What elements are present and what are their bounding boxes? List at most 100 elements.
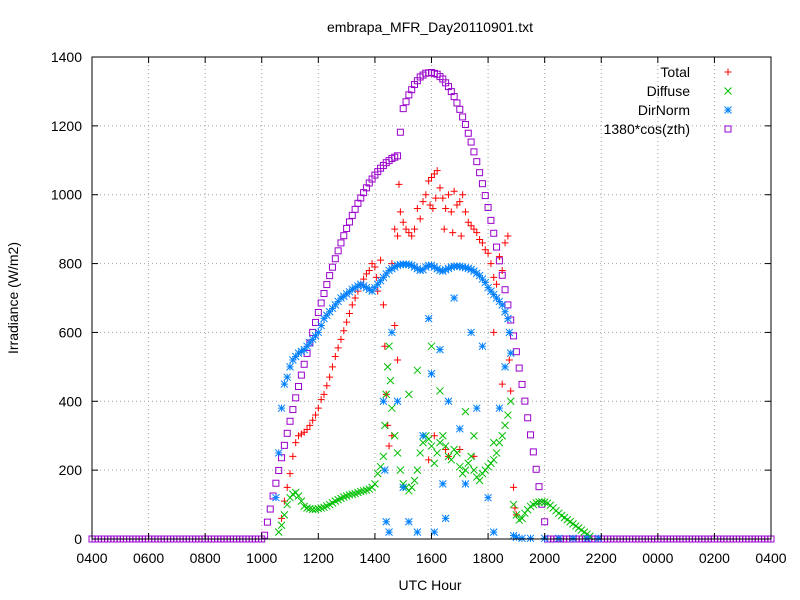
diffuse-point: [280, 511, 289, 519]
cos-zth-point: [278, 454, 286, 462]
total-point: [309, 416, 317, 424]
dirnorm-point: [450, 294, 458, 302]
total-point: [478, 239, 486, 247]
dirnorm-point: [405, 517, 413, 526]
dirnorm-point: [419, 431, 427, 440]
diffuse-point: [376, 462, 385, 471]
legend-marker: [724, 125, 732, 133]
y-tick-label: 0: [74, 531, 82, 547]
dirnorm-point: [365, 285, 374, 294]
dirnorm-point: [405, 260, 413, 269]
total-point: [385, 442, 393, 450]
dirnorm-point: [438, 480, 447, 488]
cos-zth-point: [351, 205, 359, 213]
cos-zth-point: [345, 218, 353, 226]
dirnorm-point: [436, 345, 444, 354]
total-point: [379, 301, 387, 309]
dirnorm-point: [348, 285, 357, 294]
dirnorm-point: [467, 265, 475, 274]
total-point: [442, 445, 450, 453]
cos-zth-point: [337, 239, 345, 247]
cos-zth-point: [529, 448, 537, 456]
diffuse-point: [489, 438, 498, 447]
diffuse-point: [464, 459, 473, 468]
dirnorm-point: [594, 534, 603, 543]
total-point: [501, 239, 509, 247]
cos-zth-point: [275, 466, 283, 474]
cos-zth-point: [272, 479, 280, 487]
diffuse-point: [424, 435, 433, 444]
dirnorm-point: [569, 534, 577, 543]
legend-label: Diffuse: [647, 83, 691, 99]
diffuse-point: [461, 466, 470, 474]
dirnorm-point: [413, 264, 422, 273]
dirnorm-point: [478, 342, 487, 351]
cos-zth-point: [263, 518, 271, 526]
dirnorm-point: [495, 404, 504, 413]
total-point: [399, 218, 407, 226]
dirnorm-point: [390, 263, 399, 271]
diffuse-point: [540, 498, 549, 507]
dirnorm-point: [484, 493, 492, 502]
dirnorm-point: [461, 263, 470, 272]
dirnorm-point: [421, 263, 430, 271]
x-tick-label: 0200: [699, 550, 730, 566]
total-point: [490, 328, 498, 336]
diffuse-point: [362, 486, 371, 494]
dirnorm-point: [314, 328, 323, 337]
total-point: [419, 198, 427, 206]
legend-label: Total: [660, 64, 690, 80]
diffuse-point: [385, 342, 393, 351]
dirnorm-point: [283, 373, 292, 382]
diffuse-point: [396, 466, 405, 474]
total-point: [331, 353, 339, 361]
diffuse-point: [416, 449, 425, 457]
diffuse-point: [294, 492, 303, 500]
total-point: [411, 225, 419, 233]
diffuse-point: [354, 488, 362, 497]
diffuse-point: [359, 486, 368, 495]
diffuse-point: [453, 449, 461, 457]
total-point: [450, 187, 458, 195]
diffuse-point: [430, 459, 439, 468]
dirnorm-point: [430, 263, 439, 271]
diffuse-point: [386, 376, 395, 385]
diffuse-point: [405, 390, 413, 399]
diffuse-point: [455, 462, 464, 471]
dirnorm-point: [464, 264, 473, 273]
dirnorm-point: [427, 261, 436, 270]
diffuse-point: [436, 438, 444, 447]
diffuse-point: [356, 487, 365, 496]
dirnorm-point: [447, 263, 456, 271]
cos-zth-point: [518, 380, 526, 388]
total-point: [495, 253, 503, 261]
series-2: [274, 342, 594, 541]
cos-zth-point: [481, 192, 489, 200]
cos-zth-point: [461, 120, 469, 128]
total-point: [377, 256, 385, 264]
total-point: [396, 208, 404, 216]
total-point: [440, 225, 448, 233]
x-axis-label: UTC Hour: [398, 577, 461, 593]
y-tick-label: 1200: [51, 118, 82, 134]
diffuse-point: [498, 431, 507, 440]
x-tick-label: 0800: [190, 550, 221, 566]
diffuse-point: [393, 449, 402, 457]
diffuse-point: [311, 505, 320, 514]
diffuse-point: [518, 514, 526, 523]
diffuse-point: [407, 483, 416, 492]
y-tick-label: 400: [59, 393, 83, 409]
diffuse-point: [373, 469, 382, 478]
total-point: [444, 191, 452, 199]
dirnorm-point: [455, 424, 464, 433]
cos-zth-point: [343, 224, 351, 232]
dirnorm-point: [509, 531, 518, 540]
diffuse-point: [379, 452, 388, 461]
x-tick-label: 0400: [755, 550, 786, 566]
cos-zth-point: [464, 129, 472, 137]
dirnorm-point: [472, 404, 481, 413]
y-tick-label: 600: [59, 324, 83, 340]
cos-zth-point: [399, 105, 407, 113]
cos-zth-point: [300, 360, 308, 368]
total-point: [498, 380, 506, 388]
